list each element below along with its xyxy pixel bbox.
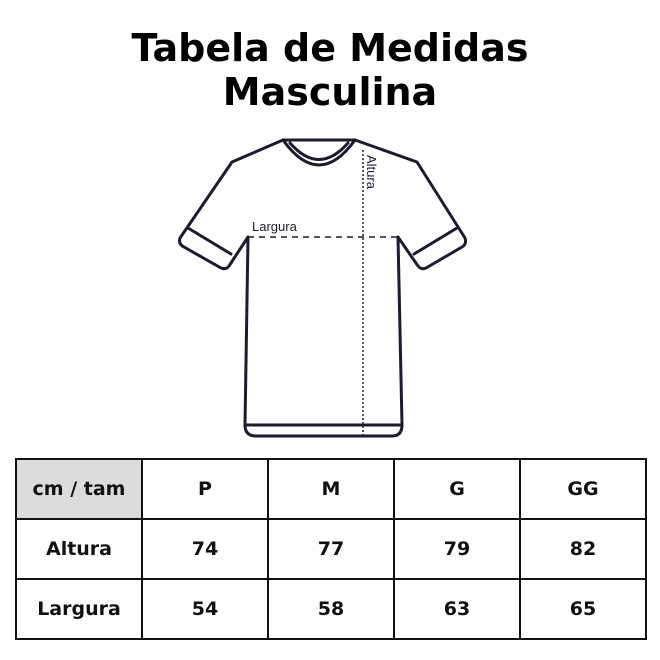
title-line-1: Tabela de Medidas	[131, 26, 529, 70]
collar	[281, 138, 357, 167]
cell: 54	[141, 578, 269, 640]
size-header: G	[393, 458, 521, 520]
measurements-table: cm / tam P M G GG Altura 74 77 79 82 Lar…	[15, 458, 647, 640]
cell: 58	[267, 578, 395, 640]
cell: 77	[267, 518, 395, 580]
table-row: Largura 54 58 63 65	[15, 578, 647, 640]
cell: 63	[393, 578, 521, 640]
size-header: GG	[519, 458, 647, 520]
shirt-outline	[178, 138, 468, 438]
table-header-row: cm / tam P M G GG	[15, 458, 647, 520]
tshirt-diagram: Largura Altura	[178, 138, 468, 438]
size-header: M	[267, 458, 395, 520]
sleeve-cuffs	[186, 226, 459, 256]
cell: 79	[393, 518, 521, 580]
size-header: P	[141, 458, 269, 520]
cell: 82	[519, 518, 647, 580]
row-label: Largura	[15, 578, 143, 640]
row-label: Altura	[15, 518, 143, 580]
cell: 74	[141, 518, 269, 580]
corner-cell: cm / tam	[15, 458, 143, 520]
table-row: Altura 74 77 79 82	[15, 518, 647, 580]
cell: 65	[519, 578, 647, 640]
width-label: Largura	[252, 219, 298, 234]
height-label: Altura	[364, 155, 379, 190]
title-line-2: Masculina	[222, 70, 438, 114]
